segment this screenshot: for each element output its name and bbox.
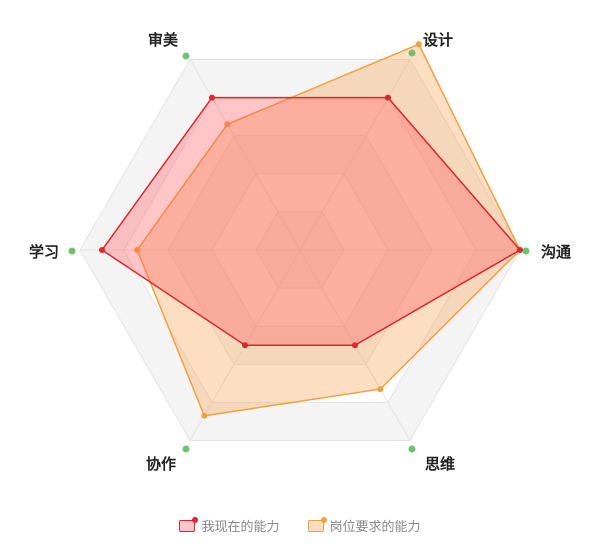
axis-label-沟通: 沟通 [541, 243, 571, 261]
axis-label-设计: 设计 [423, 31, 453, 49]
radar-point-series-2-学习 [134, 247, 141, 253]
radar-point-series-1-设计 [385, 94, 391, 101]
radar-point-series-2-协作 [201, 412, 208, 419]
radar-point-series-1-沟通 [517, 247, 523, 253]
radar-point-series-1-思维 [352, 342, 358, 349]
axis-dot-审美 [182, 52, 190, 60]
radar-point-series-1-学习 [99, 247, 105, 253]
legend-swatch-current [179, 516, 199, 532]
legend-item-required[interactable]: 岗位要求的能力 [307, 516, 421, 535]
axis-dot-沟通 [522, 247, 530, 255]
axis-label-学习: 学习 [29, 243, 59, 261]
axis-dot-协作 [182, 445, 190, 453]
radar-point-series-2-思维 [377, 386, 384, 393]
axis-dot-学习 [68, 247, 76, 255]
legend-label-required: 岗位要求的能力 [329, 520, 421, 535]
radar-point-series-2-设计 [415, 41, 422, 48]
radar-spoke-2 [299, 59, 411, 251]
chart-legend: 我现在的能力 岗位要求的能力 [0, 516, 600, 535]
radar-spokes [80, 59, 520, 441]
radar-series-layer [99, 41, 523, 419]
radar-spoke-1 [189, 59, 301, 251]
axis-dot-思维 [408, 445, 416, 453]
legend-dot-current-icon [192, 516, 199, 523]
axis-label-审美: 审美 [148, 31, 179, 49]
radar-point-series-1-审美 [209, 94, 215, 101]
radar-point-series-1-协作 [242, 342, 248, 349]
axis-dot-设计 [408, 49, 416, 57]
legend-dot-required-icon [320, 516, 327, 523]
legend-item-current[interactable]: 我现在的能力 [179, 516, 280, 535]
legend-label-current: 我现在的能力 [201, 520, 280, 535]
radar-point-series-2-审美 [224, 121, 231, 128]
radar-series-1 [99, 94, 523, 349]
legend-swatch-required [307, 516, 327, 532]
axis-label-协作: 协作 [146, 455, 176, 473]
axis-label-思维: 思维 [425, 455, 455, 473]
radar-series-2 [134, 41, 523, 419]
